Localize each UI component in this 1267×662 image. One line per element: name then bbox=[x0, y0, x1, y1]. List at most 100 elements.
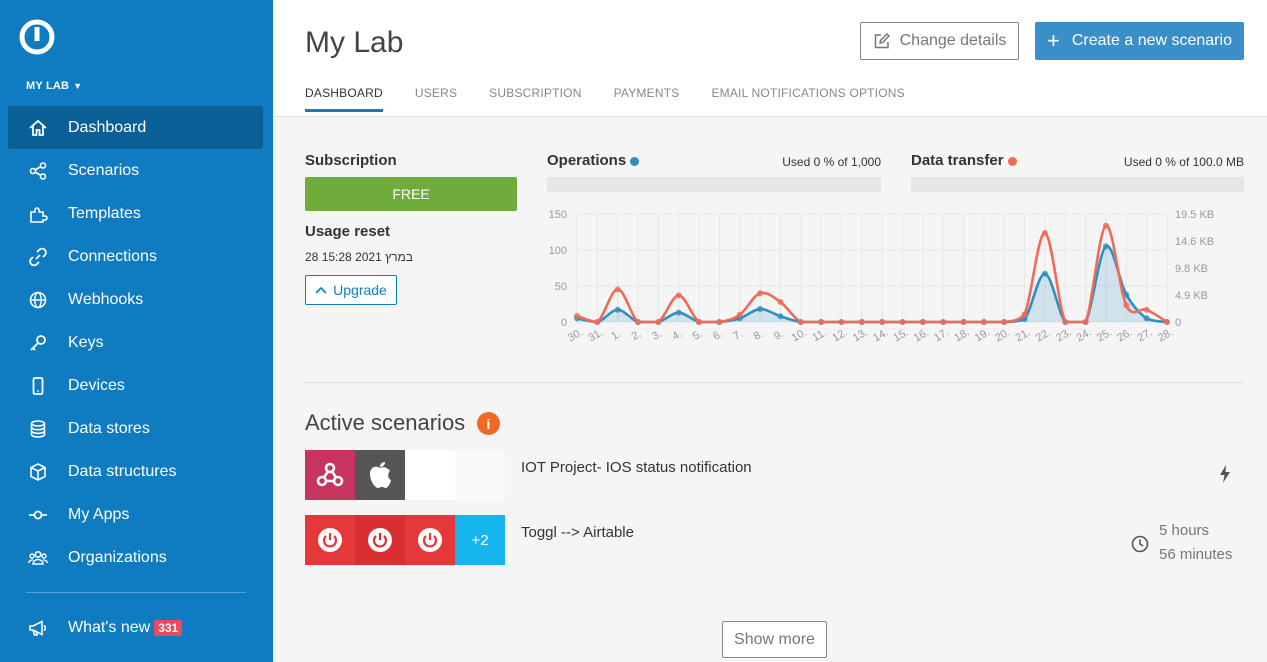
phone-icon bbox=[26, 374, 50, 398]
operations-point bbox=[757, 306, 764, 313]
transfer-point bbox=[757, 290, 764, 297]
x-tick-label: 8. bbox=[752, 328, 766, 343]
transfer-point bbox=[1041, 229, 1048, 236]
apple-icon bbox=[355, 450, 405, 500]
sidebar-item-label: My Apps bbox=[68, 505, 130, 523]
tab-users[interactable]: USERS bbox=[414, 86, 458, 100]
change-details-label: Change details bbox=[899, 32, 1007, 49]
sidebar-item-data-structures[interactable]: Data structures bbox=[8, 450, 263, 493]
sidebar-item-webhooks[interactable]: Webhooks bbox=[8, 278, 263, 321]
x-tick-label: 21. bbox=[1013, 326, 1032, 344]
x-tick-label: 7. bbox=[731, 328, 745, 343]
transfer-point bbox=[1001, 319, 1008, 325]
x-tick-label: 5. bbox=[691, 328, 705, 343]
y-right-tick-label: 19.5 KB bbox=[1175, 209, 1214, 221]
x-tick-label: 19. bbox=[973, 326, 992, 344]
operations-point bbox=[1041, 270, 1048, 277]
transfer-point bbox=[818, 319, 825, 325]
scenario-row[interactable]: +2 Toggl --> Airtable 5 hours 56 minutes bbox=[305, 515, 1244, 565]
x-tick-label: 9. bbox=[772, 328, 786, 343]
x-tick-label: 16. bbox=[912, 326, 931, 344]
edit-icon bbox=[874, 32, 890, 49]
x-tick-label: 11. bbox=[810, 327, 829, 345]
y-left-tick-label: 50 bbox=[555, 281, 567, 293]
puzzle-icon bbox=[26, 202, 50, 226]
upgrade-button[interactable]: Upgrade bbox=[305, 275, 397, 305]
empty-module-slot bbox=[405, 450, 455, 500]
key-icon bbox=[26, 331, 50, 355]
operations-point bbox=[614, 306, 621, 313]
show-more-button[interactable]: Show more bbox=[722, 621, 827, 658]
transfer-progress-bar bbox=[911, 177, 1244, 192]
clock-icon bbox=[1131, 535, 1149, 553]
sidebar-item-keys[interactable]: Keys bbox=[8, 321, 263, 364]
empty-module-slot bbox=[455, 450, 505, 500]
tab-payments[interactable]: PAYMENTS bbox=[613, 86, 680, 100]
cube-icon bbox=[26, 460, 50, 484]
operations-progress-bar bbox=[547, 177, 881, 192]
sidebar-item-label: Devices bbox=[68, 376, 125, 394]
page-header: My Lab Change details + Create a new sce… bbox=[273, 0, 1267, 117]
transfer-point bbox=[635, 319, 642, 325]
sidebar-item-data-stores[interactable]: Data stores bbox=[8, 407, 263, 450]
transfer-point bbox=[675, 292, 682, 299]
sidebar-item-scenarios[interactable]: Scenarios bbox=[8, 149, 263, 192]
sidebar-item-whats-new[interactable]: What's new 331 bbox=[8, 606, 263, 649]
sidebar-item-templates[interactable]: Templates bbox=[8, 192, 263, 235]
info-icon[interactable]: i bbox=[477, 412, 500, 435]
transfer-point bbox=[899, 319, 906, 325]
x-tick-label: 1. bbox=[609, 328, 623, 343]
x-tick-label: 4. bbox=[670, 328, 684, 343]
x-tick-label: 31. bbox=[586, 326, 605, 344]
transfer-point bbox=[655, 319, 662, 325]
transfer-point bbox=[879, 319, 886, 325]
create-scenario-label: Create a new scenario bbox=[1071, 32, 1232, 49]
y-right-tick-label: 14.6 KB bbox=[1175, 236, 1214, 248]
toggl-icon bbox=[355, 515, 405, 565]
org-switcher[interactable]: MY LAB ▼ bbox=[26, 80, 82, 92]
upgrade-label: Upgrade bbox=[333, 282, 387, 298]
logo-icon[interactable] bbox=[18, 18, 56, 56]
scenario-name[interactable]: IOT Project- IOS status notification bbox=[521, 459, 752, 476]
database-icon bbox=[26, 417, 50, 441]
transfer-point bbox=[838, 319, 845, 325]
transfer-point bbox=[736, 311, 743, 318]
sidebar-item-dashboard[interactable]: Dashboard bbox=[8, 106, 263, 149]
page-title: My Lab bbox=[305, 26, 404, 59]
tab-dashboard[interactable]: DASHBOARD bbox=[305, 86, 383, 112]
users-icon bbox=[26, 546, 50, 570]
operations-point bbox=[1102, 243, 1109, 250]
sidebar-item-my-apps[interactable]: My Apps bbox=[8, 493, 263, 536]
x-tick-label: 22. bbox=[1034, 326, 1053, 344]
scenario-row[interactable]: IOT Project- IOS status notification bbox=[305, 450, 1244, 500]
y-left-tick-label: 150 bbox=[549, 209, 567, 221]
change-details-button[interactable]: Change details bbox=[860, 22, 1019, 60]
sidebar-item-label: Dashboard bbox=[68, 118, 147, 136]
home-icon bbox=[26, 116, 50, 140]
active-scenarios-title: Active scenarios bbox=[305, 410, 466, 435]
transfer-point bbox=[858, 319, 865, 325]
x-tick-label: 27. bbox=[1136, 326, 1155, 344]
x-tick-label: 25. bbox=[1095, 326, 1114, 344]
whats-new: What's new 331 bbox=[8, 606, 263, 649]
more-modules-count: +2 bbox=[455, 515, 505, 565]
y-right-tick-label: 9.8 KB bbox=[1175, 263, 1208, 275]
caret-down-icon: ▼ bbox=[73, 81, 83, 91]
scenario-name[interactable]: Toggl --> Airtable bbox=[521, 524, 634, 541]
x-tick-label: 6. bbox=[711, 328, 725, 343]
sidebar-item-label: Connections bbox=[68, 247, 157, 265]
x-tick-label: 30. bbox=[566, 326, 585, 344]
sidebar-item-organizations[interactable]: Organizations bbox=[8, 536, 263, 579]
transfer-point bbox=[696, 319, 703, 325]
operations-point bbox=[777, 313, 784, 320]
x-tick-label: 13. bbox=[851, 326, 870, 344]
tab-subscription[interactable]: SUBSCRIPTION bbox=[489, 86, 582, 100]
plus-icon: + bbox=[1047, 28, 1060, 53]
create-scenario-button[interactable]: + Create a new scenario bbox=[1035, 22, 1244, 60]
sidebar-item-devices[interactable]: Devices bbox=[8, 364, 263, 407]
sidebar-item-connections[interactable]: Connections bbox=[8, 235, 263, 278]
chevron-up-icon bbox=[315, 283, 327, 297]
tab-email-notifications[interactable]: EMAIL NOTIFICATIONS OPTIONS bbox=[711, 86, 905, 100]
toggl-icon bbox=[305, 515, 355, 565]
